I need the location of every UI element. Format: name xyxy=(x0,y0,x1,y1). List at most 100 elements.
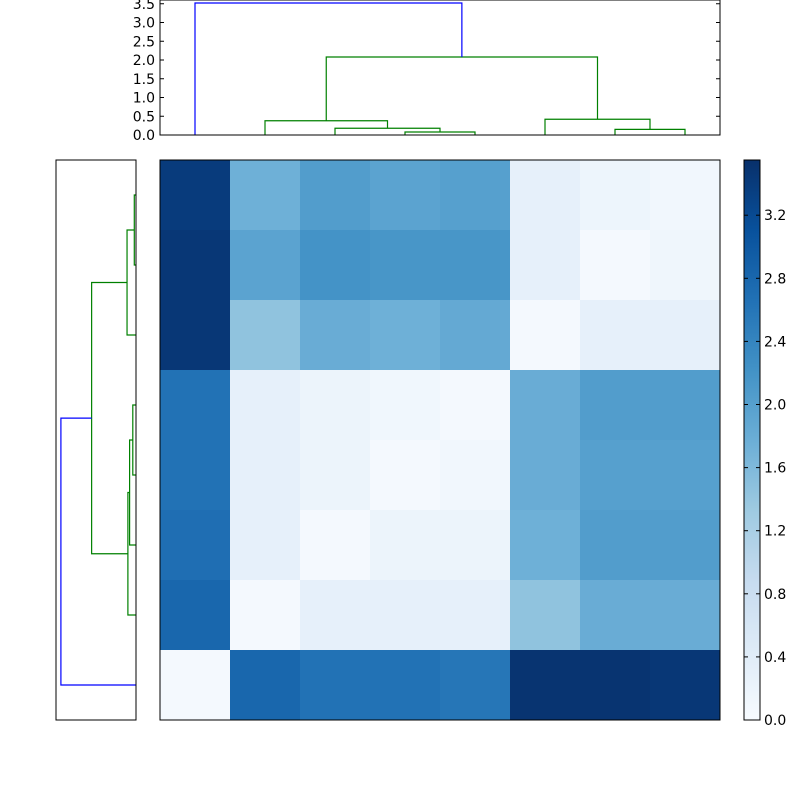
top-dendrogram-y-axis: 0.0 0.5 1.0 1.5 2.0 2.5 3.0 3.5 xyxy=(133,0,720,144)
dendrogram-link xyxy=(194,2,463,135)
colorbar-tick-label: 0.0 xyxy=(764,713,786,729)
heatmap-cell xyxy=(300,370,371,441)
top-dendrogram-frame xyxy=(159,0,721,136)
heatmap-cell xyxy=(230,370,301,441)
heatmap-cell xyxy=(510,440,581,511)
heatmap-cell xyxy=(650,230,721,301)
heatmap-cell xyxy=(160,230,231,301)
heatmap-cells xyxy=(160,160,721,721)
heatmap-cell xyxy=(160,160,231,231)
heatmap-frame xyxy=(159,159,721,721)
heatmap-cell xyxy=(510,230,581,301)
y-tick-label: 2.5 xyxy=(133,34,155,50)
heatmap-cell xyxy=(300,300,371,371)
dendrogram-link xyxy=(60,417,136,686)
colorbar-tick-label: 1.2 xyxy=(764,524,786,540)
heatmap-cell xyxy=(370,440,441,511)
heatmap-cell xyxy=(580,580,651,651)
heatmap-cell xyxy=(230,230,301,301)
heatmap-cell xyxy=(650,370,721,441)
heatmap-cell xyxy=(440,300,511,371)
heatmap-cell xyxy=(160,370,231,441)
top-dendrogram-links xyxy=(194,2,686,135)
heatmap-cell xyxy=(300,580,371,651)
heatmap-cell xyxy=(580,370,651,441)
colorbar-tick-label: 0.4 xyxy=(764,650,786,666)
colorbar-frame xyxy=(743,159,761,721)
heatmap-cell xyxy=(370,650,441,721)
heatmap-cell xyxy=(510,580,581,651)
heatmap-cell xyxy=(510,300,581,371)
y-tick-label: 2.0 xyxy=(133,53,155,69)
heatmap-cell xyxy=(440,510,511,581)
heatmap-cell xyxy=(300,230,371,301)
heatmap-cell xyxy=(300,650,371,721)
colorbar-tick-label: 2.8 xyxy=(764,271,786,287)
heatmap-cell xyxy=(370,580,441,651)
heatmap-cell xyxy=(580,160,651,231)
heatmap-cell xyxy=(510,650,581,721)
heatmap-cell xyxy=(230,580,301,651)
heatmap-cell xyxy=(160,580,231,651)
dendrogram-link xyxy=(544,118,651,135)
heatmap-cell xyxy=(440,650,511,721)
heatmap-cell xyxy=(440,440,511,511)
colorbar-gradient xyxy=(744,160,760,720)
heatmap-cell xyxy=(510,510,581,581)
colorbar: 0.0 0.4 0.8 1.2 1.6 2.0 2.4 2.8 3.2 xyxy=(743,159,786,729)
y-tick-label: 0.5 xyxy=(133,109,155,125)
colorbar-ticks: 0.0 0.4 0.8 1.2 1.6 2.0 2.4 2.8 3.2 xyxy=(744,208,786,729)
heatmap-cell xyxy=(650,580,721,651)
dendrogram-link xyxy=(325,56,599,121)
heatmap-cell xyxy=(230,300,301,371)
heatmap-cell xyxy=(160,650,231,721)
colorbar-tick-label: 3.2 xyxy=(764,208,786,224)
y-tick-label: 3.5 xyxy=(133,0,155,13)
left-dendrogram xyxy=(55,159,137,721)
heatmap-cell xyxy=(440,370,511,441)
heatmap-cell xyxy=(440,580,511,651)
colorbar-tick-label: 0.8 xyxy=(764,587,786,603)
heatmap-cell xyxy=(160,510,231,581)
heatmap-cell xyxy=(650,650,721,721)
heatmap-cell xyxy=(300,160,371,231)
heatmap-cell xyxy=(160,440,231,511)
heatmap-cell xyxy=(370,230,441,301)
heatmap-cell xyxy=(370,160,441,231)
dendrogram-link xyxy=(91,281,128,555)
y-tick-label: 3.0 xyxy=(133,16,155,32)
top-dendrogram: 0.0 0.5 1.0 1.5 2.0 2.5 3.0 3.5 xyxy=(133,0,721,144)
heatmap-cell xyxy=(300,440,371,511)
heatmap-cell xyxy=(650,160,721,231)
heatmap-cell xyxy=(440,230,511,301)
heatmap-cell xyxy=(580,230,651,301)
y-tick-label: 1.5 xyxy=(133,72,155,88)
y-tick-label: 1.0 xyxy=(133,91,155,107)
heatmap-cell xyxy=(650,440,721,511)
heatmap-cell xyxy=(370,510,441,581)
heatmap-cell xyxy=(440,160,511,231)
dendrogram-link xyxy=(614,128,686,135)
heatmap-cell xyxy=(510,370,581,441)
heatmap-cell xyxy=(580,510,651,581)
heatmap-cell xyxy=(370,370,441,441)
heatmap-cell xyxy=(230,160,301,231)
colorbar-tick-label: 2.4 xyxy=(764,334,786,350)
heatmap xyxy=(159,159,721,721)
left-dendrogram-links xyxy=(60,194,136,686)
colorbar-tick-label: 1.6 xyxy=(764,461,786,477)
heatmap-cell xyxy=(580,300,651,371)
heatmap-cell xyxy=(160,300,231,371)
heatmap-cell xyxy=(300,510,371,581)
heatmap-cell xyxy=(370,300,441,371)
heatmap-cell xyxy=(650,300,721,371)
colorbar-tick-label: 2.0 xyxy=(764,398,786,414)
heatmap-cell xyxy=(230,510,301,581)
heatmap-cell xyxy=(580,440,651,511)
heatmap-cell xyxy=(230,650,301,721)
y-tick-label: 0.0 xyxy=(133,128,155,144)
heatmap-cell xyxy=(510,160,581,231)
heatmap-cell xyxy=(580,650,651,721)
